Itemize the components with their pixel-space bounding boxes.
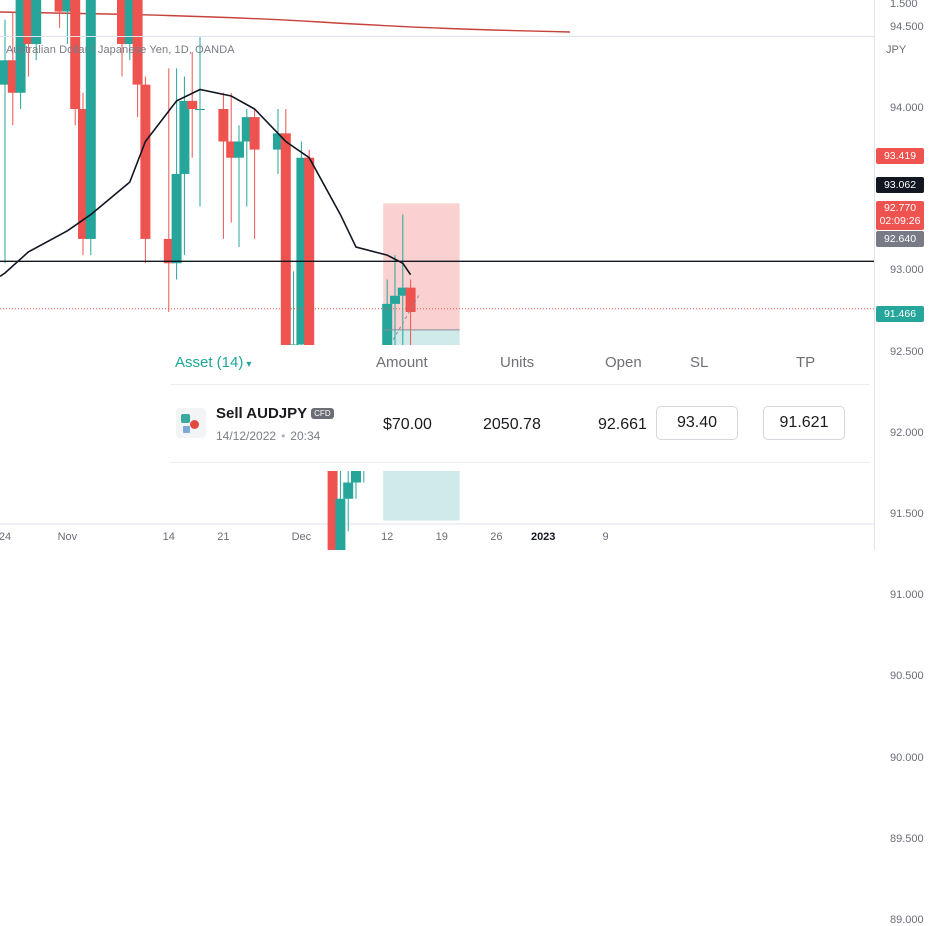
- candle-body: [335, 498, 346, 550]
- time-tick-label: Dec: [291, 531, 312, 543]
- cfd-badge: CFD: [311, 408, 334, 419]
- axis-currency: JPY: [886, 44, 907, 56]
- hline-price-tag: 93.062: [876, 177, 924, 193]
- candle-body: [140, 84, 151, 239]
- candle-body: [163, 238, 174, 264]
- candle-body: [234, 141, 244, 158]
- candle-body: [0, 60, 10, 85]
- position-time: 20:34: [290, 429, 321, 443]
- time-tick-label: 14: [162, 531, 175, 543]
- candle-body: [85, 0, 96, 239]
- header-divider: [170, 384, 870, 385]
- candle-body: [273, 133, 283, 150]
- stop-loss-zone: [383, 203, 460, 330]
- candle-body: [171, 173, 182, 264]
- price-tick-label: 94.500: [890, 20, 924, 33]
- candle-body: [226, 141, 237, 158]
- price-tick-label: 94.000: [890, 102, 924, 114]
- candle-body: [117, 0, 127, 45]
- price-tick-label: 92.000: [890, 426, 924, 439]
- take-profit-field[interactable]: 91.621: [763, 406, 845, 440]
- time-tick-label: 12: [381, 531, 394, 543]
- candle-body: [15, 0, 26, 93]
- stop-price-tag: 93.419: [876, 148, 924, 164]
- time-tick-label: 21: [217, 531, 230, 543]
- time-tick-label: 26: [490, 531, 503, 543]
- position-timestamp: 14/12/2022 • 20:34: [216, 429, 321, 443]
- candle-body: [397, 287, 408, 296]
- candle-body: [62, 0, 73, 12]
- candle-body: [382, 303, 393, 369]
- top-pane-tick: 1.500: [890, 0, 918, 10]
- time-tick-label: Nov: [57, 531, 78, 543]
- symbol-legend[interactable]: Australian Dollar / Japanese Yen, 1D, OA…: [6, 44, 235, 56]
- moving-average-line: [0, 88, 412, 277]
- candle-body: [280, 133, 291, 402]
- candle-countdown: 02:09:26: [879, 215, 921, 227]
- candle-body: [132, 0, 143, 85]
- candle-body: [187, 100, 198, 109]
- position-amount: $70.00: [383, 416, 432, 433]
- candle-body: [249, 117, 260, 150]
- candle-body: [296, 157, 307, 345]
- candle-body: [343, 482, 354, 499]
- position-units: 2050.78: [483, 416, 541, 433]
- indicator-series: [0, 11, 571, 33]
- time-tick-label: 9: [602, 531, 609, 543]
- asset-header-label: Asset (14): [175, 354, 244, 371]
- candle-body: [124, 0, 135, 45]
- candle-body: [7, 60, 18, 93]
- price-tick-label: 91.500: [890, 508, 924, 520]
- candle-body: [78, 109, 88, 239]
- time-tick-label: 24: [0, 531, 12, 543]
- time-tick-label: 19: [435, 531, 448, 543]
- candle-body: [54, 0, 65, 12]
- row-divider: [170, 462, 870, 463]
- candle-body: [304, 157, 315, 418]
- tp-column-header: TP: [796, 354, 816, 371]
- chevron-down-icon: ▾: [246, 359, 252, 370]
- current-price-tag: 92.770 02:09:26: [876, 201, 924, 230]
- price-tick-label: 90.000: [890, 751, 924, 764]
- price-tick-label: 92.500: [890, 345, 924, 358]
- candle-body: [179, 100, 190, 174]
- sl-column-header: SL: [690, 354, 709, 371]
- candle-body: [195, 109, 205, 110]
- price-tick-label: 90.500: [890, 670, 924, 683]
- pane-divider[interactable]: [0, 36, 874, 37]
- indicator-line: [0, 11, 571, 33]
- candle-body: [241, 117, 252, 142]
- chart-lines: [0, 88, 874, 340]
- audjpy-logo-icon: [176, 408, 206, 438]
- position-date: 14/12/2022: [216, 429, 277, 443]
- position-path-line: [392, 293, 421, 340]
- time-tick-label: 2023: [530, 531, 556, 543]
- candle-body: [31, 0, 42, 45]
- units-column-header: Units: [500, 354, 535, 371]
- candle-body: [70, 0, 81, 110]
- entry-price-tag: 92.640: [876, 231, 924, 247]
- stop-loss-field[interactable]: 93.40: [656, 406, 738, 440]
- candle-body: [390, 295, 400, 304]
- price-tick-label: 91.000: [890, 589, 924, 602]
- position-title: Sell AUDJPY CFD: [216, 405, 334, 422]
- open-column-header: Open: [605, 354, 642, 371]
- position-open-price: 92.661: [598, 416, 647, 433]
- candle-body: [218, 109, 229, 142]
- price-tick-label: 89.500: [890, 832, 924, 845]
- position-symbol: Sell AUDJPY: [216, 405, 308, 422]
- candle-body: [405, 287, 416, 312]
- candle-body: [327, 417, 338, 550]
- target-price-tag: 91.466: [876, 306, 924, 322]
- amount-column-header: Amount: [376, 354, 428, 371]
- positions-panel: Asset (14) ▾ Amount Units Open SL TP Sell…: [170, 345, 870, 471]
- current-price: 92.770: [883, 202, 917, 214]
- price-tick-label: 93.000: [890, 264, 924, 277]
- price-axis-border: [874, 0, 875, 550]
- candle-body: [23, 0, 34, 45]
- price-tick-label: 89.000: [890, 914, 924, 926]
- asset-column-header[interactable]: Asset (14) ▾: [175, 354, 251, 371]
